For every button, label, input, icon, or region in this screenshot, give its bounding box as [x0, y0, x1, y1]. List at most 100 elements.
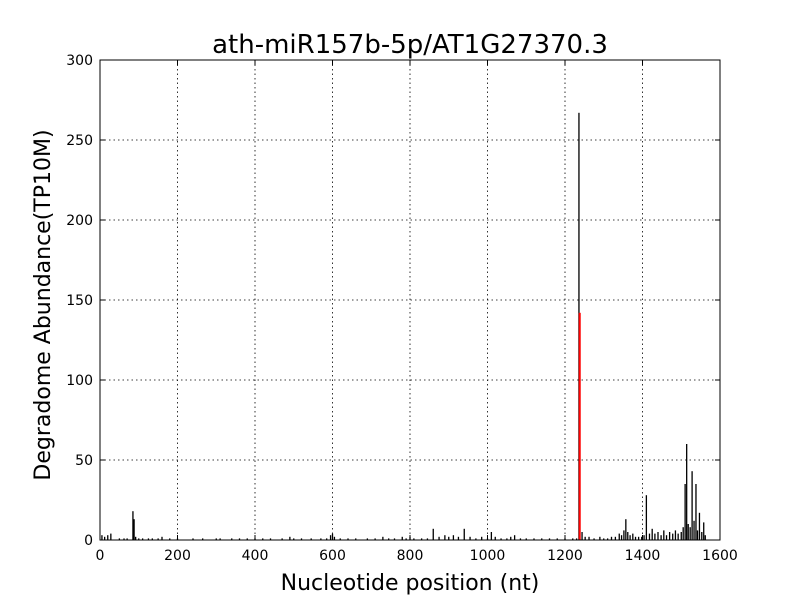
abundance-bar	[138, 538, 140, 540]
abundance-bar	[151, 538, 153, 540]
abundance-bar	[133, 519, 135, 540]
abundance-bar	[654, 533, 656, 540]
abundance-bar	[575, 538, 578, 540]
abundance-bar	[452, 535, 455, 540]
abundance-bar	[104, 536, 106, 540]
abundance-bar	[347, 538, 349, 540]
abundance-bar	[625, 519, 627, 540]
abundance-bar	[289, 536, 291, 540]
abundance-bar	[366, 538, 369, 540]
abundance-bar	[672, 533, 674, 540]
y-tick-label: 150	[66, 293, 93, 309]
abundance-bar	[668, 532, 671, 540]
abundance-bar	[627, 532, 629, 540]
abundance-bar	[157, 538, 159, 540]
abundance-bar	[320, 538, 322, 540]
chart-title: ath-miR157b-5p/AT1G27370.3	[212, 30, 608, 60]
abundance-bar	[603, 538, 605, 540]
abundance-bar	[310, 538, 312, 540]
y-tick-label: 250	[66, 133, 93, 149]
abundance-bar	[231, 538, 233, 540]
abundance-bar	[588, 536, 590, 540]
abundance-bar	[238, 538, 241, 540]
abundance-bar	[620, 535, 623, 540]
x-tick-label: 1600	[702, 548, 738, 564]
abundance-bar	[463, 528, 465, 540]
abundance-bar	[494, 536, 496, 540]
abundance-bar	[444, 535, 446, 540]
abundance-bar	[262, 538, 264, 540]
abundance-bar	[448, 536, 450, 540]
abundance-bar	[698, 512, 701, 540]
abundance-bar	[329, 535, 332, 540]
x-axis-title: Nucleotide position (nt)	[281, 571, 540, 596]
abundance-bar	[593, 538, 595, 540]
abundance-bar	[510, 536, 512, 540]
abundance-bar	[126, 538, 128, 540]
x-tick-label: 0	[96, 548, 105, 564]
abundance-bar	[192, 538, 194, 540]
abundance-bar	[548, 538, 551, 540]
abundance-bar	[355, 538, 357, 540]
abundance-bar	[693, 520, 695, 540]
abundance-bar	[500, 538, 502, 540]
abundance-bar	[689, 527, 691, 540]
abundance-bar	[333, 536, 336, 540]
abundance-bar	[107, 535, 109, 540]
x-tick-label: 1000	[470, 548, 506, 564]
abundance-bar	[490, 532, 493, 540]
abundance-bar	[645, 495, 648, 540]
abundance-bar	[426, 538, 429, 540]
abundance-bar	[680, 532, 682, 540]
abundance-bar	[606, 538, 609, 540]
abundance-bar	[519, 538, 522, 540]
abundance-bar	[634, 536, 637, 540]
bars	[101, 112, 706, 541]
x-tick-label: 600	[319, 548, 346, 564]
y-axis-title: Degradome Abundance(TP10M)	[31, 129, 56, 480]
abundance-bar	[533, 538, 535, 540]
abundance-bar	[657, 532, 659, 540]
abundance-bar	[388, 538, 390, 540]
abundance-bar	[695, 484, 697, 540]
abundance-bar	[677, 533, 679, 540]
x-tick-label: 200	[164, 548, 191, 564]
abundance-bar	[382, 536, 384, 540]
abundance-bar	[641, 536, 643, 540]
abundance-bar	[432, 528, 434, 540]
abundance-bar	[648, 533, 651, 540]
abundance-bar	[169, 538, 171, 540]
abundance-bar	[401, 536, 403, 540]
grid-lines	[100, 60, 720, 540]
abundance-bar	[300, 538, 303, 540]
abundance-bar	[481, 536, 483, 540]
abundance-bar	[457, 536, 460, 540]
x-tick-label: 1200	[547, 548, 583, 564]
abundance-bar	[686, 444, 688, 540]
abundance-bar	[246, 538, 248, 540]
abundance-bar	[438, 536, 440, 540]
x-tick-label: 1400	[625, 548, 661, 564]
y-tick-label: 100	[66, 373, 93, 389]
abundance-bar	[374, 538, 376, 540]
abundance-bar	[118, 538, 121, 540]
x-tick-label: 400	[242, 548, 269, 564]
abundance-bar	[219, 538, 221, 540]
abundance-bar	[623, 530, 625, 540]
abundance-bar	[269, 538, 272, 540]
target-bar	[578, 312, 581, 540]
abundance-bar	[643, 535, 645, 540]
abundance-bar	[339, 538, 341, 540]
abundance-bar	[581, 532, 583, 540]
abundance-bar	[584, 536, 586, 540]
abundance-bar	[326, 538, 328, 540]
abundance-bar	[525, 538, 527, 540]
x-tick-label: 800	[397, 548, 424, 564]
abundance-bar	[420, 538, 423, 540]
y-tick-label: 200	[66, 213, 93, 229]
abundance-bar	[101, 535, 103, 540]
abundance-bar	[513, 535, 516, 540]
abundance-bar	[674, 530, 677, 540]
abundance-bar	[637, 536, 640, 540]
